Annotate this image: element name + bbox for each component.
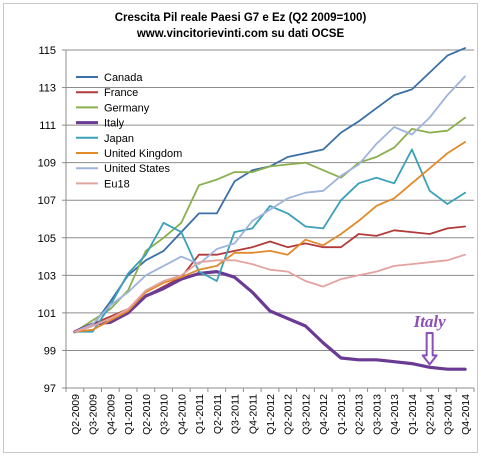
x-tick-label: Q2-2013 xyxy=(354,394,366,435)
annotation-arrow xyxy=(421,332,438,366)
chart-title: Crescita Pil reale Paesi G7 e Ez (Q2 200… xyxy=(114,12,367,24)
y-tick-label: 101 xyxy=(38,308,56,320)
y-tick-label: 109 xyxy=(38,158,56,170)
legend-label-germany: Germany xyxy=(104,102,150,114)
x-tick-label: Q1-2013 xyxy=(336,394,348,435)
y-axis-ticks: 97 99 101 103 105 107 109 111 113 115 xyxy=(38,45,66,395)
x-tick-label: Q3-2010 xyxy=(159,394,171,435)
series-line-germany xyxy=(74,116,467,333)
y-tick-label: 113 xyxy=(38,83,56,95)
series-line-eu18 xyxy=(74,253,467,333)
series-line-japan xyxy=(74,148,467,333)
y-tick-label: 99 xyxy=(44,345,56,357)
y-tick-label: 115 xyxy=(38,45,56,57)
annotation-label: Italy xyxy=(413,312,447,331)
legend-label-italy: Italy xyxy=(104,118,125,130)
x-tick-label: Q1-2014 xyxy=(407,394,419,435)
series-lines xyxy=(73,47,467,371)
x-tick-label: Q1-2011 xyxy=(194,394,206,434)
x-tick-label: Q3-2013 xyxy=(371,394,383,435)
gridlines xyxy=(66,49,474,389)
x-tick-label: Q3-2012 xyxy=(300,394,312,435)
x-tick-label: Q2-2011 xyxy=(212,394,224,434)
legend-label-eu18: Eu18 xyxy=(104,178,130,190)
x-tick-label: Q1-2010 xyxy=(123,394,135,435)
y-tick-label: 103 xyxy=(38,270,56,282)
x-tick-label: Q3-2011 xyxy=(230,394,242,434)
y-tick-label: 111 xyxy=(39,120,56,132)
x-tick-label: Q2-2009 xyxy=(70,394,82,435)
series-line-united-states xyxy=(74,75,467,333)
x-tick-label: Q3-2009 xyxy=(88,394,100,435)
x-tick-label: Q4-2013 xyxy=(389,394,401,435)
y-tick-label: 105 xyxy=(38,233,56,245)
axes xyxy=(65,50,474,389)
x-tick-label: Q4-2014 xyxy=(460,394,472,435)
legend-label-united-states: United States xyxy=(104,163,171,175)
x-tick-label: Q3-2014 xyxy=(442,394,454,435)
series-line-united-kingdom xyxy=(74,141,467,333)
annotations: Italy xyxy=(413,312,447,366)
y-tick-label: 107 xyxy=(38,195,56,207)
chart-subtitle: www.vincitorievinti.com su dati OCSE xyxy=(136,28,345,40)
legend-label-canada: Canada xyxy=(104,72,143,84)
x-tick-label: Q4-2011 xyxy=(247,394,259,434)
x-tick-label: Q1-2012 xyxy=(265,394,277,435)
x-tick-label: Q4-2010 xyxy=(176,394,188,435)
series-line-italy xyxy=(73,270,467,371)
legend: Canada France Germany Italy Japan United King… xyxy=(76,72,182,190)
x-tick-label: Q2-2014 xyxy=(425,394,437,435)
x-tick-label: Q4-2012 xyxy=(318,394,330,435)
legend-label-japan: Japan xyxy=(104,133,134,145)
x-tick-label: Q2-2010 xyxy=(141,394,153,435)
legend-label-united-kingdom: United Kingdom xyxy=(104,148,182,160)
x-axis-ticks: Q2-2009 Q3-2009 Q4-2009 Q1-2010 Q2-2010 Q3-20… xyxy=(65,388,475,435)
x-tick-label: Q2-2012 xyxy=(283,394,295,435)
x-tick-label: Q4-2009 xyxy=(105,394,117,435)
y-tick-label: 97 xyxy=(44,383,56,395)
legend-label-france: France xyxy=(104,87,138,99)
